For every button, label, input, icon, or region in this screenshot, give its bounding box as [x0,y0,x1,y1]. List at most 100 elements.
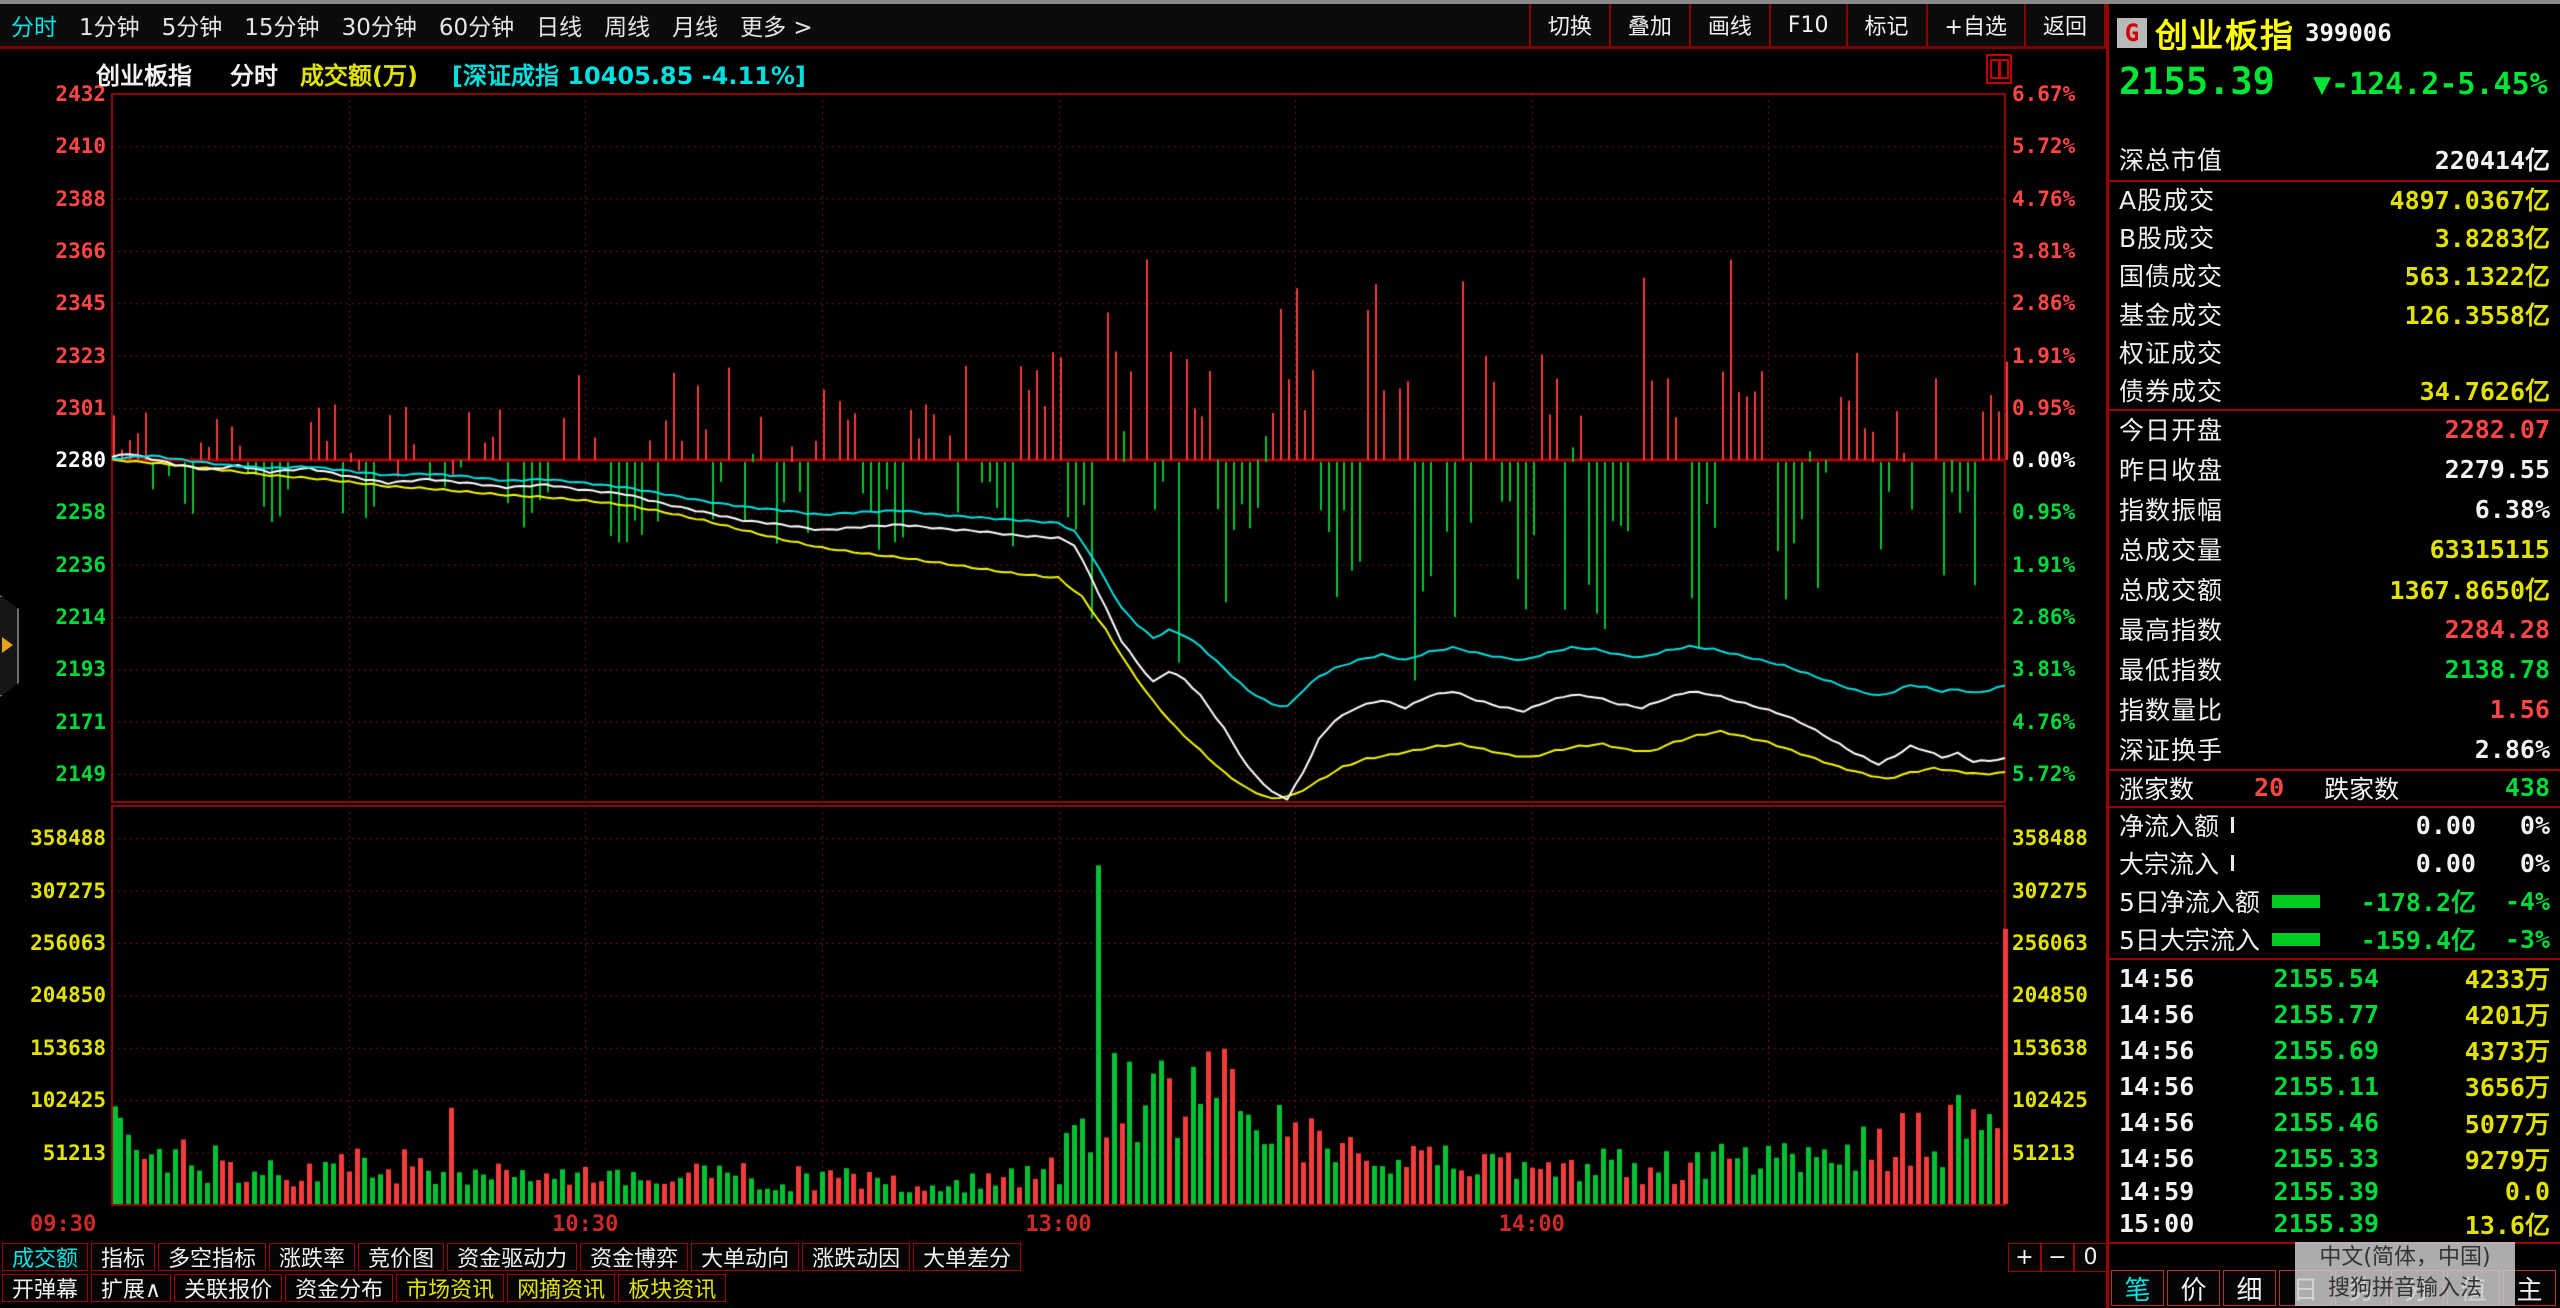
toolbar-button-F10[interactable]: F10 [1768,4,1846,46]
info-tab-板块资讯[interactable]: 板块资讯 [618,1274,727,1303]
flow-value: 0.00 [2415,810,2476,840]
toolbar-button-标记[interactable]: 标记 [1845,4,1926,46]
pct-axis-label: 3.81% [2012,238,2076,263]
down-count: 438 [2504,773,2550,802]
indicator-tab-大单差分[interactable]: 大单差分 [913,1243,1022,1272]
toolbar-button-切换[interactable]: 切换 [1528,4,1609,46]
flow-label: 净流入额 [2119,812,2220,841]
period-tab-7[interactable]: 日线 [536,15,583,41]
tick-volume: 5077万 [2464,1109,2550,1139]
volume-axis-label-right: 358488 [2012,826,2088,851]
indicator-tab-指标[interactable]: 指标 [91,1243,156,1272]
info-tab-开弹幕[interactable]: 开弹幕 [2,1274,89,1303]
ime-indicator-popup: 中文(简体，中国) 搜狗拼音输入法 [2295,1242,2515,1306]
volume-axis-label-left: 307275 [30,878,106,903]
zoom-button-out[interactable]: − [2041,1243,2074,1272]
info-tab-扩展∧[interactable]: 扩展∧ [91,1274,172,1303]
stat-value: 1.56 [2489,694,2550,724]
toolbar-button-+自选[interactable]: +自选 [1925,4,2024,46]
tick-time: 14:59 [2119,1176,2195,1206]
period-tab-4[interactable]: 15分钟 [244,15,320,41]
chart-symbol-name: 创业板指 [96,62,192,90]
info-tab-市场资讯[interactable]: 市场资讯 [396,1274,505,1303]
last-price-row: 2155.39 ▼-124.2-5.45% [2119,60,2553,103]
chart-title-row: 创业板指 分时 成交额(万) [深证成指 10405.85 -4.11%] [0,48,2106,92]
stat-value: 220414亿 [2434,146,2550,175]
volume-axis-label-left: 153638 [30,1035,106,1060]
price-axis-label: 2366 [55,238,106,263]
period-tab-5[interactable]: 30分钟 [341,15,417,41]
info-tab-网摘资讯[interactable]: 网摘资讯 [507,1274,616,1303]
stat-value: 126.3558亿 [2404,300,2550,330]
chart-period-label[interactable]: 分时 [230,62,278,90]
stat-row: 债券成交 34.7626亿 [2109,372,2560,408]
stat-row: 深总市值 220414亿 [2109,141,2560,177]
tick-price: 2155.11 [2273,1071,2379,1101]
chart-volume-label[interactable]: 成交额(万) [300,62,418,90]
pct-axis-label: 0.00% [2012,448,2076,473]
toolbar-button-返回[interactable]: 返回 [2023,4,2106,46]
toolbar-button-叠加[interactable]: 叠加 [1608,4,1689,46]
pct-axis-label: 1.91% [2012,343,2076,368]
tick-row: 14:56 2155.69 4373万 [2109,1032,2560,1068]
period-tab-1[interactable]: 分时 [11,15,57,41]
tick-view-tab-笔[interactable]: 笔 [2111,1270,2164,1306]
period-tab-9[interactable]: 月线 [672,15,719,41]
volume-axis-label-left: 204850 [30,983,106,1008]
period-tab-8[interactable]: 周线 [604,15,651,41]
tick-price: 2155.69 [2273,1035,2379,1065]
indicator-tab-涨跌动因[interactable]: 涨跌动因 [802,1243,911,1272]
flow-value: 0.00 [2415,848,2476,878]
price-axis-label: 2236 [55,552,106,577]
indicator-tab-多空指标[interactable]: 多空指标 [158,1243,267,1272]
flow-percent: 0% [2519,848,2550,878]
tick-view-tab-价[interactable]: 价 [2167,1270,2220,1306]
tick-row: 14:56 2155.46 5077万 [2109,1105,2560,1141]
indicator-tab-大单动向[interactable]: 大单动向 [691,1243,800,1272]
flow-label: 5日大宗流入 [2119,926,2260,955]
tick-volume: 13.6亿 [2464,1210,2550,1240]
tick-view-tab-细[interactable]: 细 [2223,1270,2276,1306]
price-axis-label: 2171 [55,709,106,734]
stat-row: 总成交量 63315115 [2109,531,2560,567]
tick-time: 15:00 [2119,1209,2195,1239]
zoom-button-reset[interactable]: 0 [2074,1243,2107,1272]
period-tab-10[interactable]: 更多 > [740,15,813,41]
flow-row: 净流入额 0.00 0% [2109,807,2560,843]
intraday-chart-canvas[interactable] [0,46,2106,1208]
indicator-tab-成交额[interactable]: 成交额 [2,1243,89,1272]
pct-axis-label: 0.95% [2012,500,2076,525]
period-tab-3[interactable]: 5分钟 [161,15,223,41]
indicator-tab-资金博弈[interactable]: 资金博弈 [580,1243,689,1272]
time-axis-label: 13:00 [1025,1212,1092,1237]
chart-overlay-label[interactable]: [深证成指 10405.85 -4.11%] [452,62,806,90]
price-axis-label: 2388 [55,186,106,211]
period-tab-6[interactable]: 60分钟 [438,15,515,41]
stat-row: A股成交 4897.0367亿 [2109,181,2560,217]
stat-label: 国债成交 [2119,262,2224,292]
info-tab-资金分布[interactable]: 资金分布 [285,1274,394,1303]
indicator-tab-资金驱动力[interactable]: 资金驱动力 [447,1243,578,1272]
price-axis-label: 2214 [55,605,106,629]
left-panel-expand-handle[interactable] [0,595,19,697]
price-axis-label: 2345 [55,291,106,316]
stat-label: 今日开盘 [2119,416,2224,445]
period-tab-2[interactable]: 1分钟 [79,15,140,41]
zoom-button-in[interactable]: + [2008,1243,2041,1272]
tick-time: 14:56 [2119,1071,2195,1101]
stat-label: 权证成交 [2119,338,2224,368]
stat-value: 6.38% [2474,494,2550,524]
toolbar-button-画线[interactable]: 画线 [1688,4,1769,46]
up-count-label: 涨家数 [2119,774,2195,804]
stat-value: 4897.0367亿 [2389,186,2550,216]
stat-value: 63315115 [2429,534,2550,564]
tick-volume: 3656万 [2464,1073,2550,1103]
tick-volume: 4233万 [2464,965,2550,995]
indicator-tab-竞价图[interactable]: 竞价图 [358,1243,445,1272]
split-window-icon[interactable] [1986,54,2012,84]
last-price: 2155.39 [2119,60,2275,103]
flow-row: 大宗流入 0.00 0% [2109,845,2560,881]
tick-row: 14:56 2155.77 4201万 [2109,996,2560,1032]
info-tab-关联报价[interactable]: 关联报价 [174,1274,283,1303]
indicator-tab-涨跌率[interactable]: 涨跌率 [269,1243,356,1272]
